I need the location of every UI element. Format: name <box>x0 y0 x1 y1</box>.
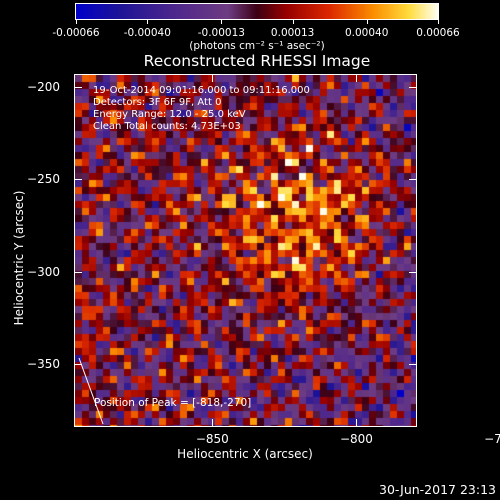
heatmap-canvas <box>75 75 416 426</box>
colorbar-tick-mark <box>366 19 368 24</box>
colorbar-tick-label: 0.00013 <box>270 27 315 39</box>
y-tick-mark <box>409 86 417 88</box>
clean-counts-text: Clean Total counts: 4.73E+03 <box>93 121 241 132</box>
colorbar-tick-mark <box>76 19 77 24</box>
x-tick-mark <box>356 74 358 82</box>
y-tick-mark <box>74 271 82 273</box>
colorbar-tick-mark <box>147 19 149 24</box>
y-tick-label: −250 <box>27 172 60 187</box>
detectors-text: Detectors: 3F 6F 9F, Att 0 <box>93 97 222 108</box>
y-tick-mark <box>74 364 82 366</box>
colorbar-tick-label: -0.00013 <box>197 27 245 39</box>
y-tick-mark <box>409 179 417 181</box>
colorbar-tick-label: -0.00040 <box>123 27 171 39</box>
x-tick-mark <box>212 74 214 82</box>
x-tick-mark <box>356 419 358 427</box>
colorbar-tick-mark <box>292 19 294 24</box>
y-axis-label: Heliocentric Y (arcsec) <box>12 190 26 326</box>
image-frame <box>74 74 417 427</box>
x-tick-label: −800 <box>339 432 373 446</box>
x-tick-mark <box>212 419 214 427</box>
time-range-text: 19-Oct-2014 09:01:16.000 to 09:11:16.000 <box>93 85 310 96</box>
y-tick-mark <box>409 271 417 273</box>
colorbar-tick-mark <box>221 19 223 24</box>
y-tick-label: −300 <box>27 264 60 279</box>
y-tick-mark <box>74 179 82 181</box>
y-tick-label: −350 <box>27 357 60 372</box>
colorbar-tick-label: 0.00040 <box>344 27 389 39</box>
colorbar-tick-label: -0.00066 <box>52 27 100 39</box>
y-tick-mark <box>74 86 82 88</box>
colorbar-units: (photons cm⁻² s⁻¹ asec⁻²) <box>189 40 325 52</box>
colorbar-tick-label: 0.00066 <box>416 27 460 39</box>
energy-range-text: Energy Range: 12.0 - 25.0 keV <box>93 109 246 120</box>
y-tick-label: −200 <box>27 79 60 94</box>
colorbar-tick-mark <box>438 19 439 24</box>
plot-title: Reconstructed RHESSI Image <box>143 52 371 70</box>
colorbar <box>75 3 439 20</box>
plot-timestamp: 30-Jun-2017 23:13 <box>379 482 496 497</box>
peak-position-label: Position of Peak = [-818,-270] <box>94 397 252 409</box>
x-tick-label: −750 <box>484 432 500 446</box>
y-tick-mark <box>409 364 417 366</box>
x-axis-label: Heliocentric X (arcsec) <box>177 447 313 461</box>
x-tick-label: −850 <box>195 432 229 446</box>
